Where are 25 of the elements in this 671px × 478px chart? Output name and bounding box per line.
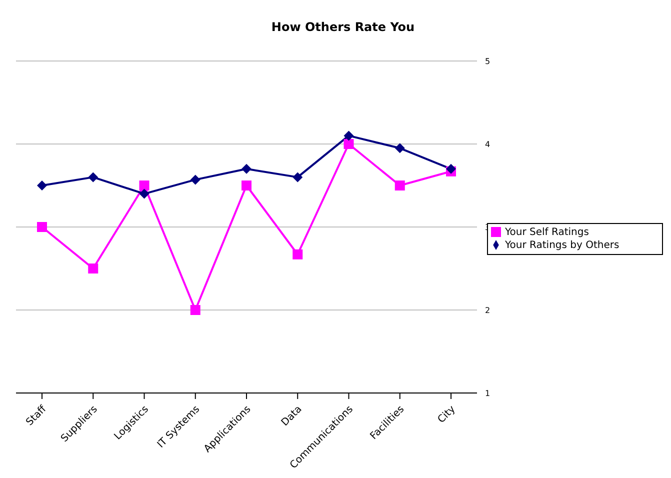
legend-label: Your Self Ratings — [505, 227, 589, 238]
point — [190, 305, 200, 315]
point — [190, 174, 200, 185]
point — [242, 180, 252, 190]
point — [394, 143, 405, 154]
x-tick-label: City — [436, 404, 458, 426]
point — [37, 222, 47, 232]
point — [292, 172, 303, 182]
point — [139, 180, 150, 190]
point — [344, 139, 354, 149]
point — [344, 130, 354, 141]
point — [37, 180, 47, 190]
chart-title: How Others Rate You — [270, 20, 416, 34]
point — [88, 264, 98, 274]
y-tick-label: 5 — [485, 56, 490, 66]
point — [446, 164, 456, 174]
y-tick-label: 4 — [485, 140, 490, 149]
legend-label: Your Ratings by Others — [505, 240, 620, 251]
point — [242, 164, 252, 174]
point — [394, 180, 405, 190]
y-tick-label: 2 — [485, 306, 490, 315]
point — [139, 188, 150, 199]
y-tick-label: 1 — [485, 388, 490, 398]
point — [88, 172, 98, 182]
point — [292, 249, 303, 260]
